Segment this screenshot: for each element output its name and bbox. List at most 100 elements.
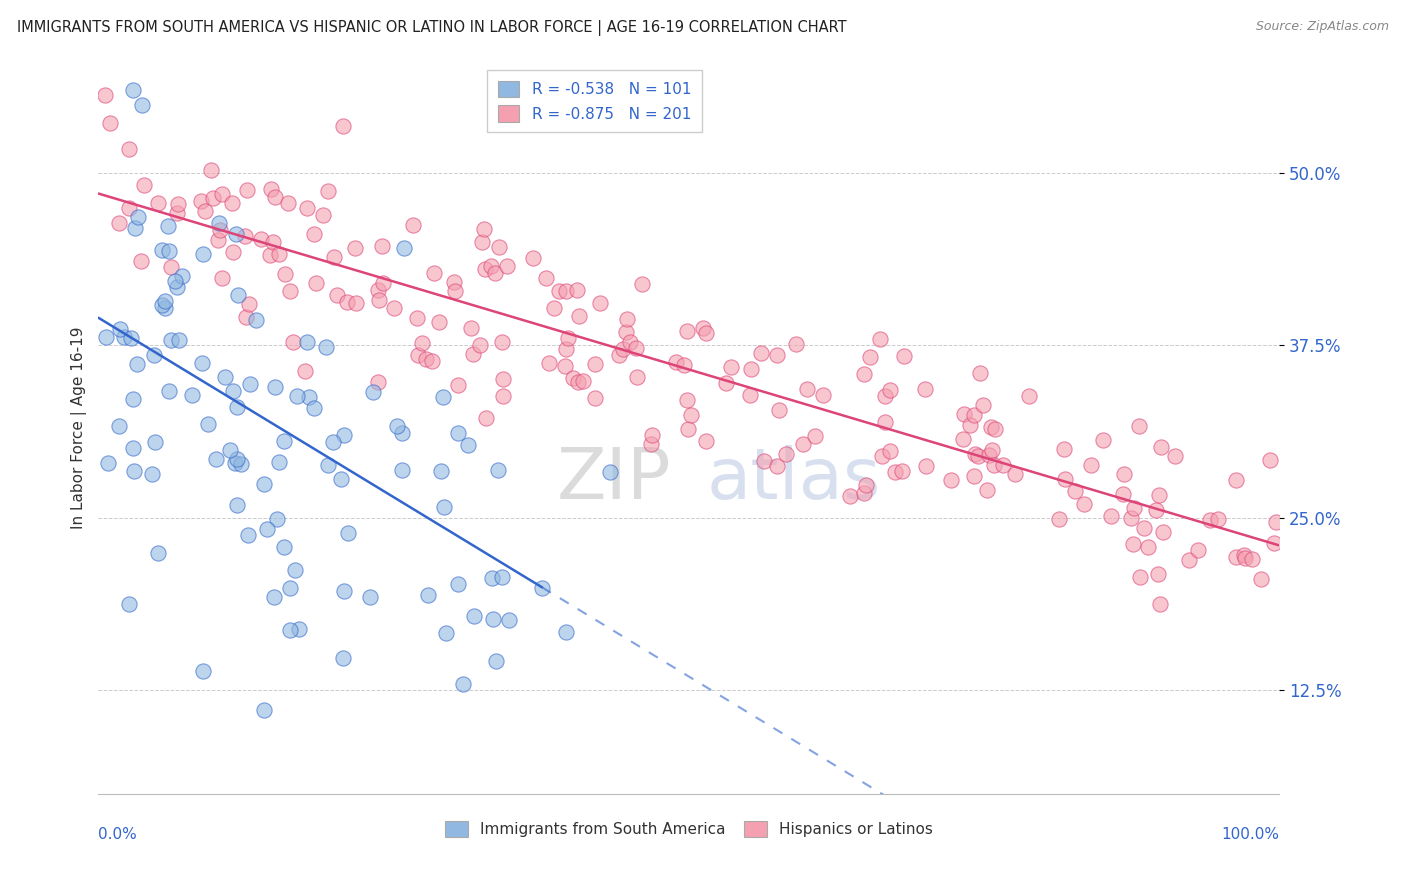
Point <box>692 321 714 335</box>
Point <box>329 472 352 486</box>
Point <box>226 400 249 414</box>
Point <box>1114 467 1136 482</box>
Point <box>281 334 304 349</box>
Point <box>222 245 245 260</box>
Point <box>1206 512 1229 526</box>
Point <box>295 334 318 349</box>
Point <box>315 340 337 354</box>
Point <box>447 377 470 392</box>
Point <box>273 434 295 449</box>
Point <box>343 241 366 255</box>
Point <box>738 388 761 402</box>
Point <box>1073 497 1095 511</box>
Point <box>803 429 825 443</box>
Point <box>382 301 405 315</box>
Point <box>1149 597 1171 611</box>
Point <box>284 563 307 577</box>
Point <box>238 528 260 542</box>
Point <box>914 382 936 396</box>
Point <box>562 371 585 385</box>
Point <box>94 330 117 344</box>
Point <box>302 227 325 242</box>
Point <box>484 266 506 280</box>
Text: Source: ZipAtlas.com: Source: ZipAtlas.com <box>1256 20 1389 33</box>
Point <box>548 284 571 298</box>
Point <box>124 464 146 478</box>
Point <box>962 408 984 422</box>
Point <box>427 315 450 329</box>
Point <box>98 116 121 130</box>
Point <box>127 211 149 225</box>
Point <box>288 623 311 637</box>
Point <box>1053 442 1076 456</box>
Point <box>224 456 246 470</box>
Point <box>775 447 797 461</box>
Point <box>1150 440 1173 454</box>
Point <box>259 248 281 262</box>
Point <box>322 435 344 450</box>
Point <box>766 348 789 362</box>
Point <box>208 222 231 236</box>
Point <box>332 651 354 665</box>
Point <box>536 270 558 285</box>
Point <box>226 451 249 466</box>
Point <box>249 232 271 246</box>
Point <box>166 206 188 220</box>
Point <box>530 581 553 595</box>
Point <box>879 444 901 458</box>
Point <box>498 613 520 627</box>
Point <box>278 284 301 298</box>
Point <box>858 350 880 364</box>
Point <box>406 310 429 325</box>
Point <box>491 570 513 584</box>
Point <box>479 259 502 273</box>
Y-axis label: In Labor Force | Age 16-19: In Labor Force | Age 16-19 <box>72 326 87 530</box>
Point <box>122 83 145 97</box>
Point <box>852 486 875 500</box>
Point <box>607 348 630 362</box>
Point <box>222 384 245 399</box>
Point <box>749 345 772 359</box>
Point <box>614 325 637 339</box>
Point <box>430 464 453 478</box>
Point <box>1264 515 1286 529</box>
Point <box>146 195 169 210</box>
Point <box>855 478 877 492</box>
Point <box>159 260 181 274</box>
Point <box>363 384 385 399</box>
Point <box>333 428 356 442</box>
Point <box>118 142 141 156</box>
Point <box>980 420 1002 434</box>
Point <box>239 376 262 391</box>
Point <box>337 526 360 541</box>
Point <box>474 261 496 276</box>
Point <box>792 437 814 451</box>
Point <box>543 301 565 316</box>
Point <box>332 583 354 598</box>
Point <box>316 184 339 198</box>
Point <box>475 411 498 425</box>
Point <box>1225 550 1247 565</box>
Point <box>471 235 494 250</box>
Point <box>294 363 316 377</box>
Point <box>325 288 347 302</box>
Point <box>486 462 509 476</box>
Point <box>359 590 381 604</box>
Point <box>965 447 987 461</box>
Point <box>157 384 180 398</box>
Point <box>672 358 695 372</box>
Point <box>344 296 367 310</box>
Point <box>875 389 897 403</box>
Point <box>221 195 243 210</box>
Point <box>557 331 579 345</box>
Point <box>457 438 479 452</box>
Point <box>491 334 513 349</box>
Point <box>567 376 589 390</box>
Point <box>941 474 963 488</box>
Point <box>492 372 515 386</box>
Point <box>681 409 703 423</box>
Point <box>211 271 233 285</box>
Point <box>122 392 145 406</box>
Point <box>201 191 224 205</box>
Point <box>740 362 762 376</box>
